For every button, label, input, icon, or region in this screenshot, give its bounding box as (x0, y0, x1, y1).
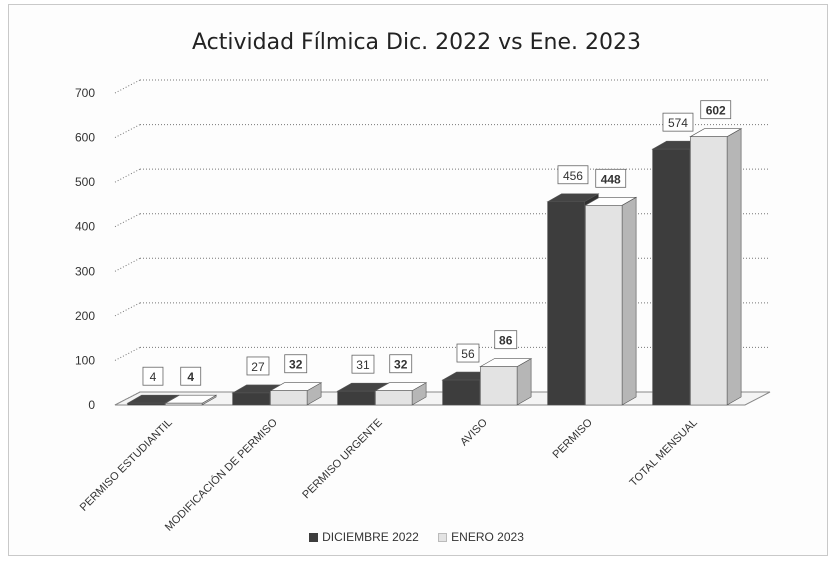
gridline-depth-7 (114, 79, 141, 94)
data-label-box (700, 100, 732, 120)
bar-front (585, 205, 623, 406)
y-tick-label: 300 (75, 264, 95, 278)
x-tick-label: MODIFICACIÓN DE PERMISO (162, 416, 280, 534)
gridline-depth-1 (114, 346, 141, 361)
data-label-box (662, 112, 694, 132)
gridline-depth-6 (114, 124, 141, 139)
bar-front (690, 136, 728, 406)
bar-2-1 (374, 382, 428, 406)
data-label-box (494, 330, 518, 350)
x-tick-label: PERMISO URGENTE (300, 417, 385, 502)
data-label: 56 (461, 347, 475, 361)
chart-legend: DICIEMBRE 2022 ENERO 2023 (0, 530, 833, 545)
data-label-box (389, 354, 413, 374)
bar-side (621, 196, 637, 406)
data-label: 86 (499, 334, 513, 348)
bar-front (652, 148, 690, 406)
bar-front (375, 390, 413, 406)
x-tick-label: TOTAL MENSUAL (628, 417, 700, 489)
x-tick-label: PERMISO (551, 416, 596, 461)
legend-label-series-1: DICIEMBRE 2022 (322, 530, 419, 544)
legend-item-series-2: ENERO 2023 (438, 530, 524, 544)
y-tick-label: 100 (75, 353, 95, 367)
bar-front (337, 390, 375, 406)
data-label-box (351, 354, 375, 374)
bar-front (127, 402, 165, 406)
legend-swatch-series-2 (438, 532, 448, 542)
bar-side (726, 128, 742, 406)
bar-front (442, 379, 480, 406)
data-label: 574 (668, 116, 688, 130)
y-tick-label: 0 (88, 398, 95, 412)
data-label-box (246, 356, 270, 376)
bar-front (270, 390, 308, 406)
data-label: 448 (601, 172, 621, 186)
data-label: 602 (706, 104, 726, 118)
legend-swatch-series-1 (309, 532, 319, 542)
bar-3-1 (479, 358, 533, 406)
data-label-box (456, 343, 480, 363)
data-label: 4 (187, 370, 194, 384)
bar-front (165, 402, 203, 406)
gridline-depth-5 (114, 168, 141, 183)
bar-5-1 (689, 128, 743, 406)
y-tick-label: 600 (75, 131, 95, 145)
bar-front (547, 201, 585, 406)
bar-1-1 (269, 382, 323, 406)
chart-title: Actividad Fílmica Dic. 2022 vs Ene. 2023 (192, 30, 641, 55)
data-label: 32 (394, 358, 408, 372)
x-tick-label: PERMISO ESTUDIANTIL (78, 417, 175, 514)
bar-front (232, 392, 270, 406)
data-label-box (180, 366, 202, 386)
y-tick-label: 400 (75, 220, 95, 234)
data-label: 4 (150, 370, 157, 384)
legend-label-series-2: ENERO 2023 (451, 530, 524, 544)
y-tick-label: 200 (75, 309, 95, 323)
data-label-box (557, 165, 589, 185)
gridline-depth-4 (114, 213, 141, 228)
gridline-depth-2 (114, 302, 141, 317)
bar-4-1 (584, 196, 638, 406)
x-tick-label: AVISO (458, 416, 490, 448)
y-tick-label: 500 (75, 175, 95, 189)
data-label-box (595, 168, 627, 188)
legend-item-series-1: DICIEMBRE 2022 (309, 530, 419, 544)
bar-0-1 (164, 394, 218, 406)
data-label: 27 (251, 360, 265, 374)
y-tick-label: 700 (75, 86, 95, 100)
data-label: 32 (289, 358, 303, 372)
gridline-depth-3 (114, 257, 141, 272)
data-label-box (284, 354, 308, 374)
bar-front (480, 366, 518, 406)
data-label-box (142, 366, 164, 386)
data-label: 456 (563, 169, 583, 183)
data-label: 31 (356, 358, 370, 372)
